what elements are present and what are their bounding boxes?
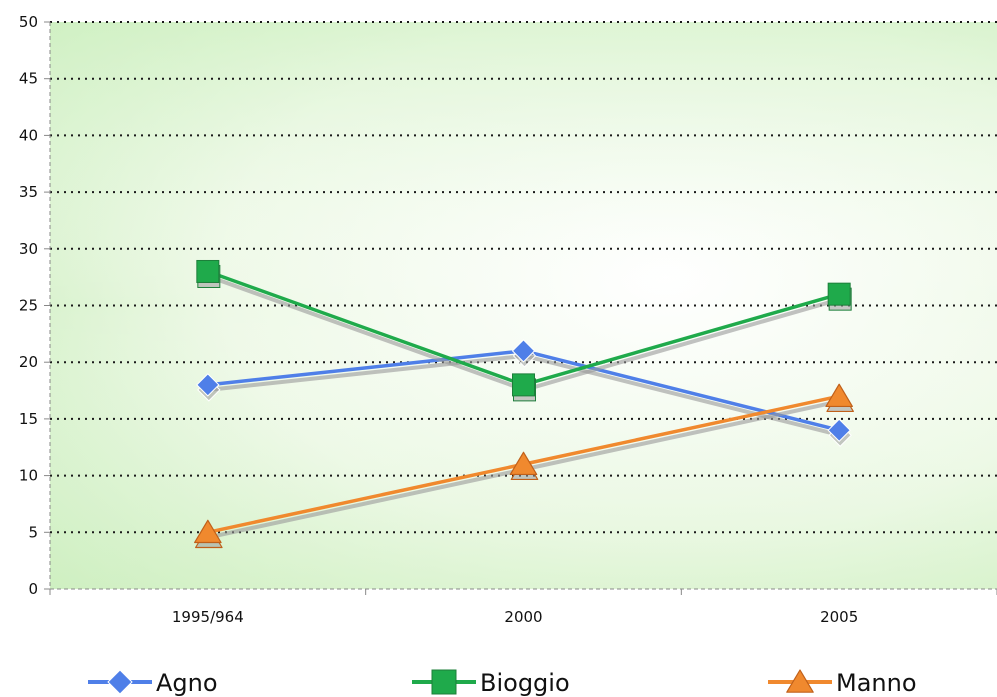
y-tick-label: 35	[19, 183, 38, 201]
data-point	[509, 451, 538, 476]
y-tick-label: 40	[19, 126, 38, 144]
axes: 0 5 10 15 20 25 30 35 40 45 50 1995/964 2000 2005	[19, 13, 997, 626]
y-tick-label: 5	[28, 523, 38, 541]
data-point	[827, 418, 851, 442]
legend-marker	[786, 669, 814, 693]
y-tick-label: 30	[19, 240, 38, 258]
plot-background-overlay	[50, 22, 997, 589]
data-point	[825, 383, 853, 408]
x-tick-label: 2005	[820, 608, 858, 626]
y-tick-label: 15	[19, 410, 38, 428]
legend-marker	[107, 669, 133, 695]
y-tick-label: 10	[19, 467, 38, 485]
data-point	[196, 373, 220, 397]
data-point	[512, 373, 535, 397]
data-point	[827, 282, 851, 306]
legend-label: Bioggio	[480, 669, 570, 697]
data-point	[194, 519, 222, 544]
y-tick-label: 25	[19, 297, 38, 315]
legend: Agno Bioggio Manno	[88, 669, 917, 697]
y-tick-label: 0	[28, 580, 38, 598]
x-tick-label: 1995/964	[172, 608, 244, 626]
legend-marker	[431, 669, 457, 695]
x-tick-label: 2000	[504, 608, 542, 626]
series	[194, 259, 854, 549]
legend-label: Manno	[836, 669, 917, 697]
data-point	[511, 339, 536, 363]
y-tick-label: 50	[19, 13, 38, 31]
legend-label: Agno	[156, 669, 218, 697]
y-tick-label: 45	[19, 70, 38, 88]
y-tick-label: 20	[19, 353, 38, 371]
data-point	[196, 259, 220, 283]
